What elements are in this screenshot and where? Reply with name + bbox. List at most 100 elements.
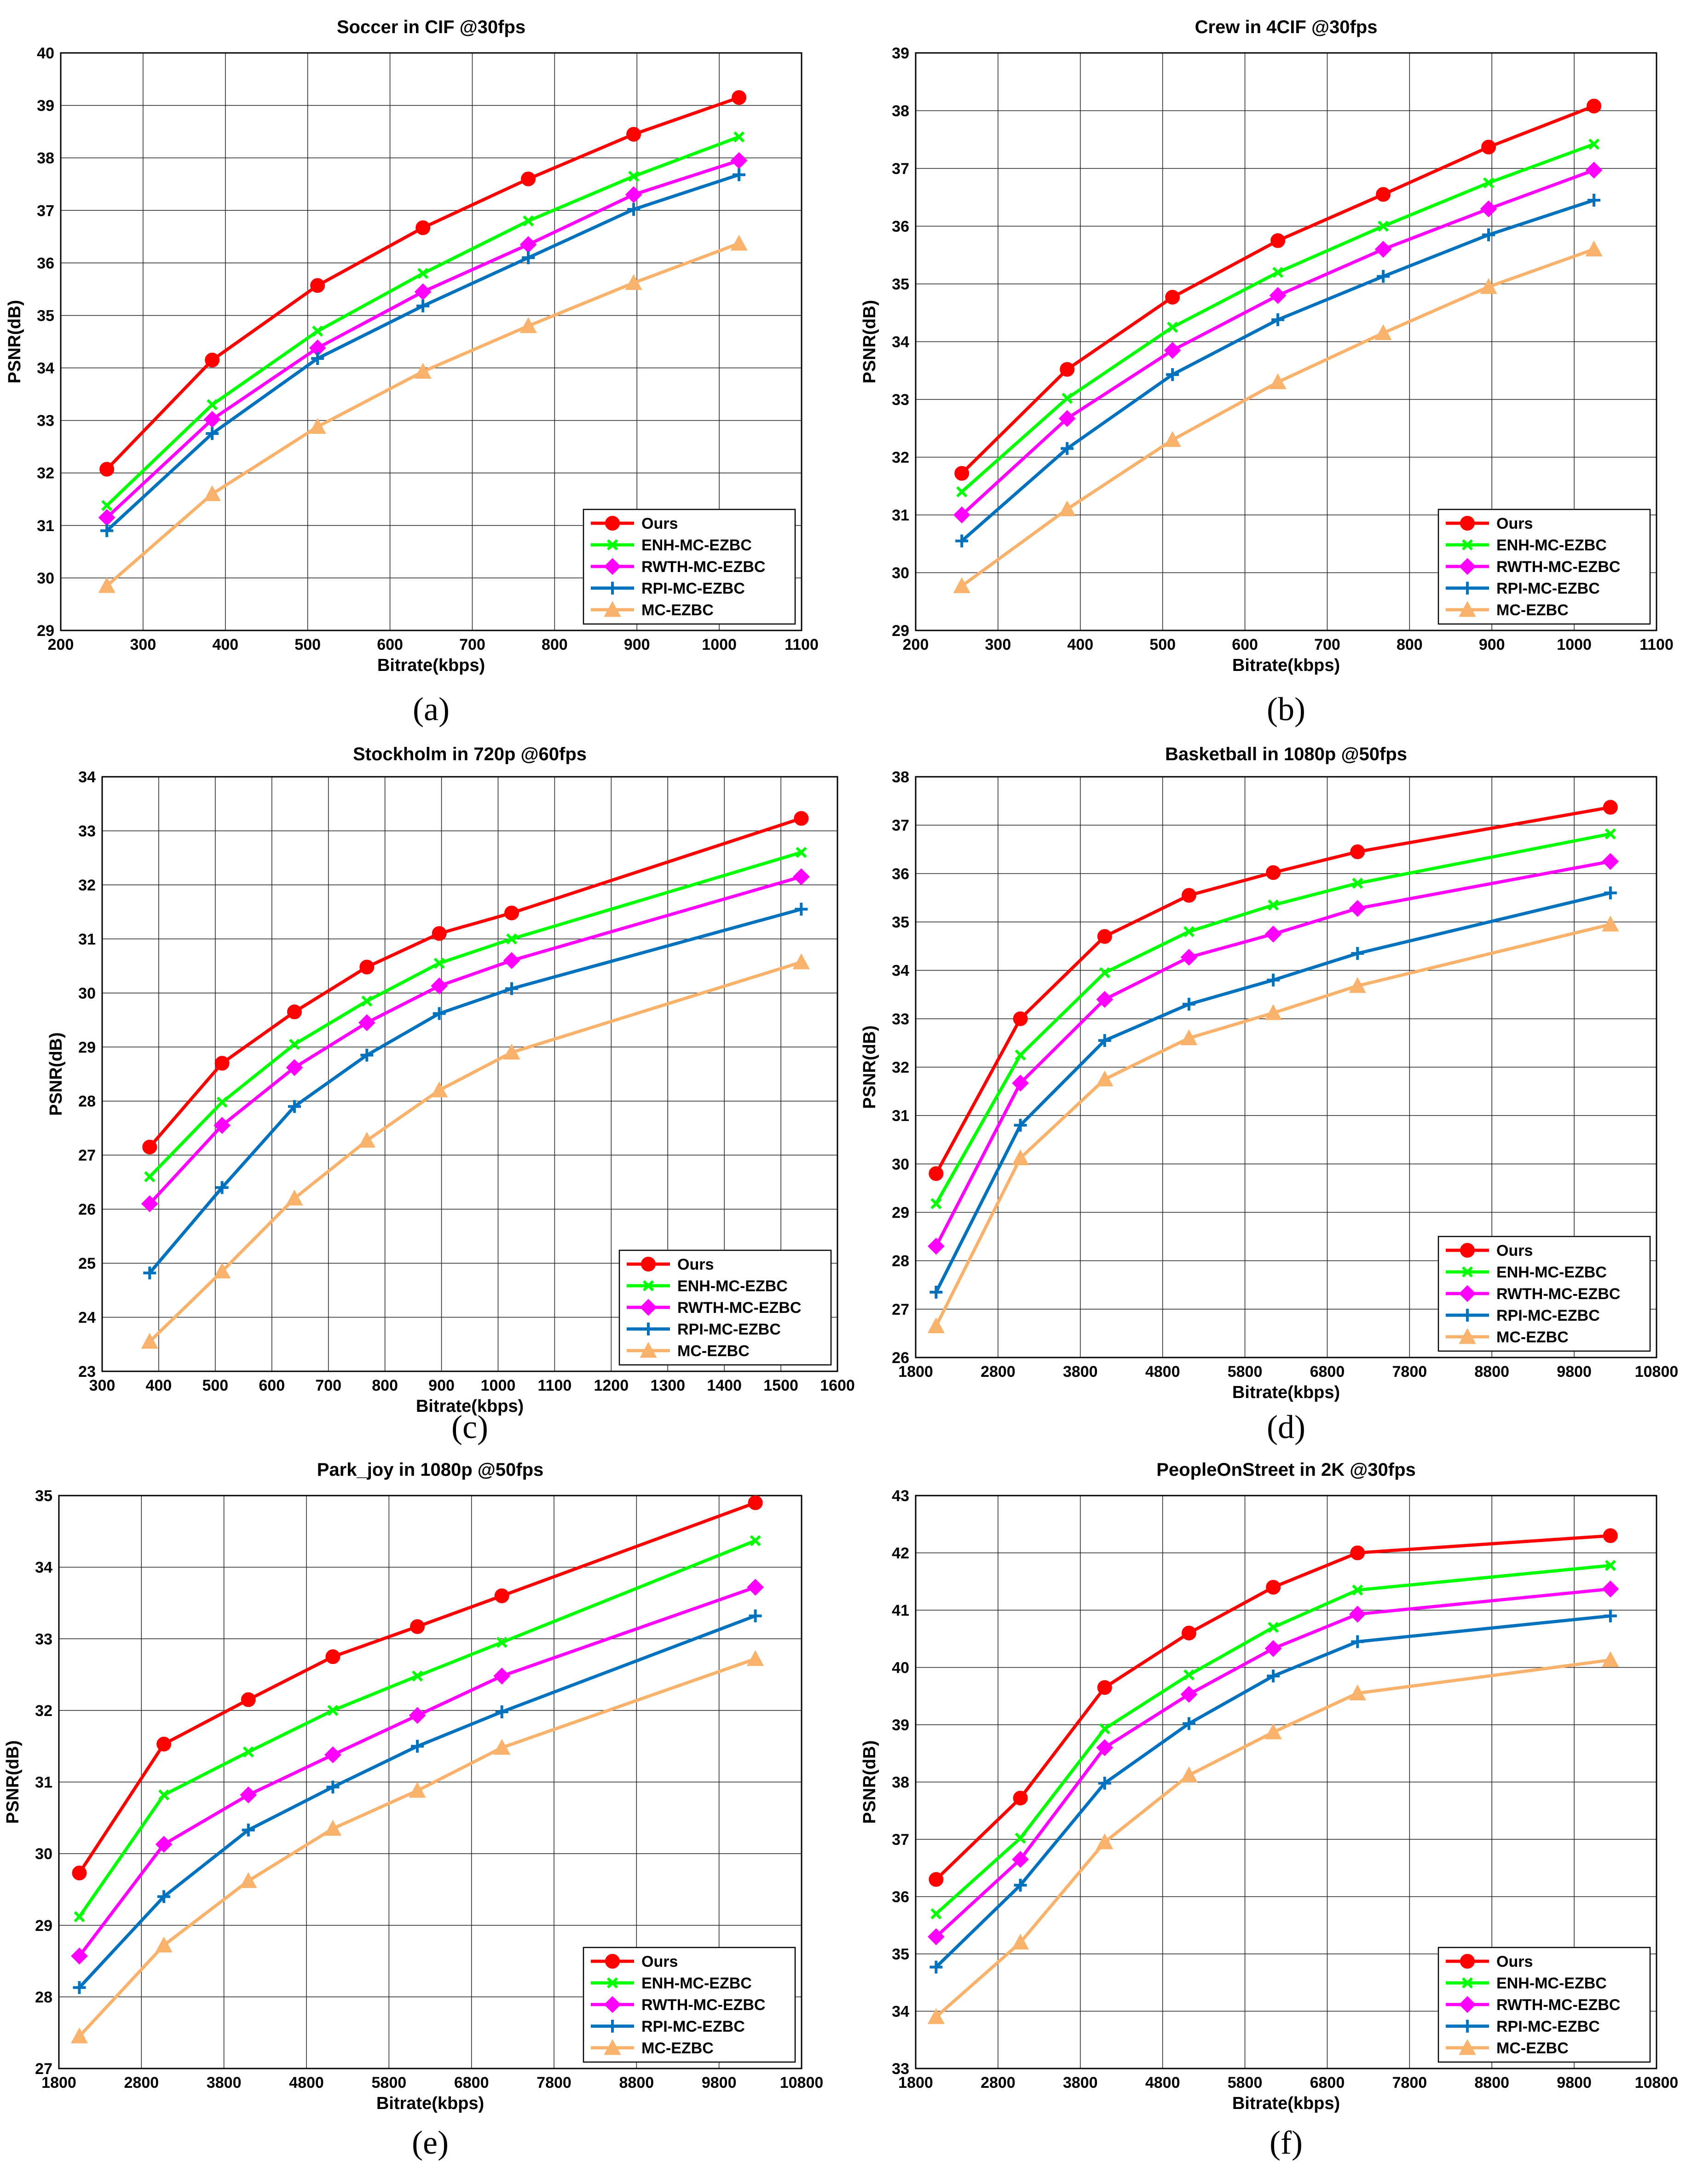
data-point-enh-mc-ezbc <box>289 1039 300 1050</box>
data-point-ours <box>156 1737 172 1752</box>
y-tick-label: 29 <box>892 622 909 640</box>
series-rwth-mc-ezbc <box>141 868 810 1213</box>
data-point-enh-mc-ezbc <box>327 1704 339 1716</box>
data-point-rpi-mc-ezbc <box>929 1960 943 1974</box>
data-point-enh-mc-ezbc <box>628 170 640 182</box>
series-enh-mc-ezbc <box>101 131 745 511</box>
y-tick-label: 34 <box>892 962 909 980</box>
series-rpi-mc-ezbc <box>143 902 808 1280</box>
data-point-rpi-mc-ezbc <box>416 299 430 312</box>
data-point-rwth-mc-ezbc <box>409 1707 426 1724</box>
y-tick-label: 28 <box>78 1093 96 1110</box>
legend-label: RWTH-MC-EZBC <box>677 1299 801 1317</box>
x-tick-label: 1800 <box>898 2074 933 2092</box>
x-tick-label: 5800 <box>372 2074 407 2092</box>
data-point-rpi-mc-ezbc <box>495 1705 508 1718</box>
y-tick-label: 27 <box>78 1147 96 1164</box>
data-point-rpi-mc-ezbc <box>100 524 114 537</box>
legend: Ours ENH-MC-EZBC RWTH-MC-EZBC RPI-MC-EZBC MC… <box>583 1947 796 2063</box>
legend-item-rpi-mc-ezbc: RPI-MC-EZBC <box>591 2018 745 2035</box>
x-tick-label: 7800 <box>537 2074 571 2092</box>
x-tick-label: 5800 <box>1228 2074 1263 2092</box>
legend-label: RPI-MC-EZBC <box>1496 1307 1600 1324</box>
chart-panel-3: Stockholm in 720p @60fps 300 400 500 600 700 8… <box>46 744 855 1445</box>
legend-marker <box>1459 1328 1476 1344</box>
x-tick-label: 500 <box>202 1377 228 1394</box>
data-point-ours <box>416 220 431 235</box>
data-point-enh-mc-ezbc <box>1015 1832 1026 1844</box>
data-point-rpi-mc-ezbc <box>288 1100 301 1113</box>
data-point-ours <box>1350 1545 1365 1560</box>
data-point-ours <box>1013 1011 1028 1026</box>
data-point-ours <box>929 1166 944 1181</box>
legend-marker <box>604 558 621 575</box>
data-point-enh-mc-ezbc <box>750 1535 761 1547</box>
y-tick-label: 36 <box>892 1889 909 1906</box>
data-point-rwth-mc-ezbc <box>1349 900 1366 917</box>
data-point-mc-ezbc <box>430 1081 448 1098</box>
data-point-mc-ezbc <box>240 1872 257 1888</box>
legend-item-rpi-mc-ezbc: RPI-MC-EZBC <box>1446 2018 1600 2035</box>
x-tick-label: 8800 <box>619 2074 654 2092</box>
data-point-rpi-mc-ezbc <box>929 1286 943 1299</box>
legend-label: MC-EZBC <box>677 1342 750 1360</box>
legend-item-enh-mc-ezbc: ENH-MC-EZBC <box>591 1975 752 1992</box>
series-ours <box>954 98 1602 481</box>
data-point-rpi-mc-ezbc <box>433 1007 446 1020</box>
data-point-rwth-mc-ezbc <box>155 1836 173 1853</box>
data-point-ours <box>1481 139 1496 155</box>
data-point-mc-ezbc <box>358 1132 375 1148</box>
legend-marker <box>1459 601 1476 617</box>
x-tick-label: 1800 <box>898 1363 933 1381</box>
plot-frame <box>60 52 802 631</box>
data-point-rpi-mc-ezbc <box>1604 886 1617 900</box>
data-point-ours <box>287 1004 302 1019</box>
x-axis-label: Bitrate(kbps) <box>376 2094 484 2113</box>
x-tick-label: 6800 <box>1310 1363 1345 1381</box>
panel-caption: (b) <box>1267 691 1305 728</box>
data-point-mc-ezbc <box>1058 500 1076 516</box>
y-tick-label: 37 <box>892 1831 909 1849</box>
data-point-enh-mc-ezbc <box>930 1908 942 1919</box>
chart-panel-6: PeopleOnStreet in 2K @30fps 1800 2800 3800 4… <box>860 1460 1678 2161</box>
data-point-ours <box>1060 362 1075 377</box>
x-tick-label: 800 <box>542 636 568 653</box>
legend: Ours ENH-MC-EZBC RWTH-MC-EZBC RPI-MC-EZBC MC… <box>1437 1947 1651 2063</box>
y-tick-label: 36 <box>892 865 909 883</box>
data-point-enh-mc-ezbc <box>1605 1560 1616 1572</box>
x-tick-label: 400 <box>212 636 238 653</box>
legend-label: RPI-MC-EZBC <box>677 1321 781 1338</box>
y-tick-label: 30 <box>37 570 54 587</box>
series-enh-mc-ezbc <box>74 1535 761 1923</box>
y-tick-label: 40 <box>37 45 54 62</box>
data-point-mc-ezbc <box>927 2008 945 2024</box>
legend-marker <box>1460 1243 1475 1258</box>
data-point-mc-ezbc <box>792 953 810 970</box>
data-point-ours <box>1266 1580 1281 1595</box>
chart-title: Stockholm in 720p @60fps <box>353 744 587 764</box>
data-point-enh-mc-ezbc <box>1483 177 1495 189</box>
data-point-ours <box>748 1495 763 1510</box>
data-point-rpi-mc-ezbc <box>1098 1776 1111 1790</box>
data-point-ours <box>521 171 536 186</box>
y-tick-label: 42 <box>892 1545 909 1562</box>
data-point-ours <box>310 278 325 293</box>
x-tick-label: 3800 <box>207 2074 242 2092</box>
data-point-mc-ezbc <box>730 235 748 251</box>
series-ours <box>929 1528 1618 1887</box>
data-point-rpi-mc-ezbc <box>1587 194 1601 207</box>
data-point-mc-ezbc <box>625 274 642 290</box>
series-rwth-mc-ezbc <box>927 1580 1619 1946</box>
y-tick-label: 43 <box>892 1487 909 1505</box>
legend-marker <box>642 1280 654 1292</box>
series-mc-ezbc <box>98 235 748 593</box>
data-point-enh-mc-ezbc <box>158 1789 170 1801</box>
data-point-rwth-mc-ezbc <box>1180 1686 1198 1703</box>
y-tick-label: 34 <box>35 1559 52 1577</box>
y-tick-label: 35 <box>892 276 909 293</box>
panel-caption: (a) <box>413 691 450 728</box>
y-tick-label: 37 <box>37 202 54 220</box>
data-point-rwth-mc-ezbc <box>1164 341 1181 359</box>
y-axis-label: PSNR(dB) <box>860 300 879 384</box>
legend-marker <box>604 601 621 617</box>
